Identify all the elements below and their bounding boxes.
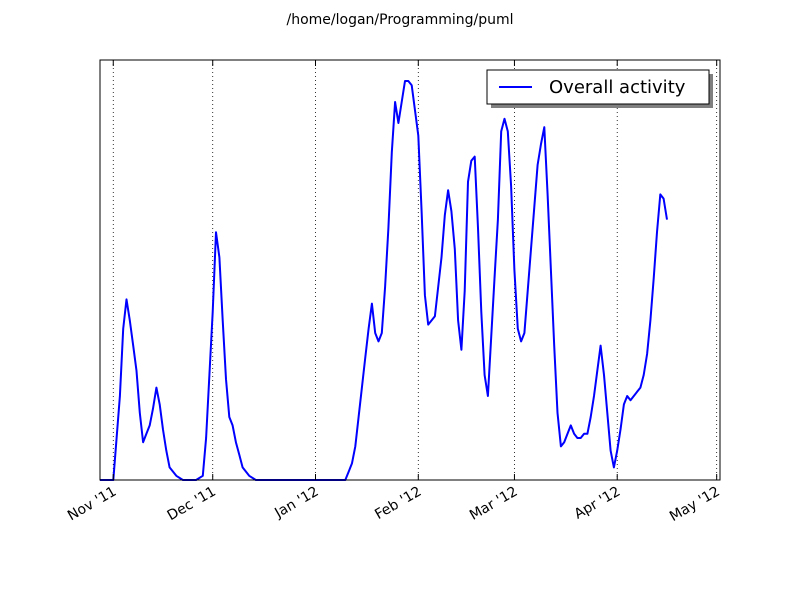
chart-title: /home/logan/Programming/puml: [287, 12, 514, 28]
series-line-overall-activity: [100, 80, 668, 481]
plot-background: [100, 60, 720, 480]
legend-label: Overall activity: [549, 77, 686, 98]
series-lines: [100, 80, 668, 481]
plot-area: Nov '11 Dec '11 Jan '12 Feb '12 Mar '12 Apr '…: [65, 59, 723, 525]
legend: Overall activity: [486, 69, 713, 108]
plot-frame: [99, 59, 721, 481]
